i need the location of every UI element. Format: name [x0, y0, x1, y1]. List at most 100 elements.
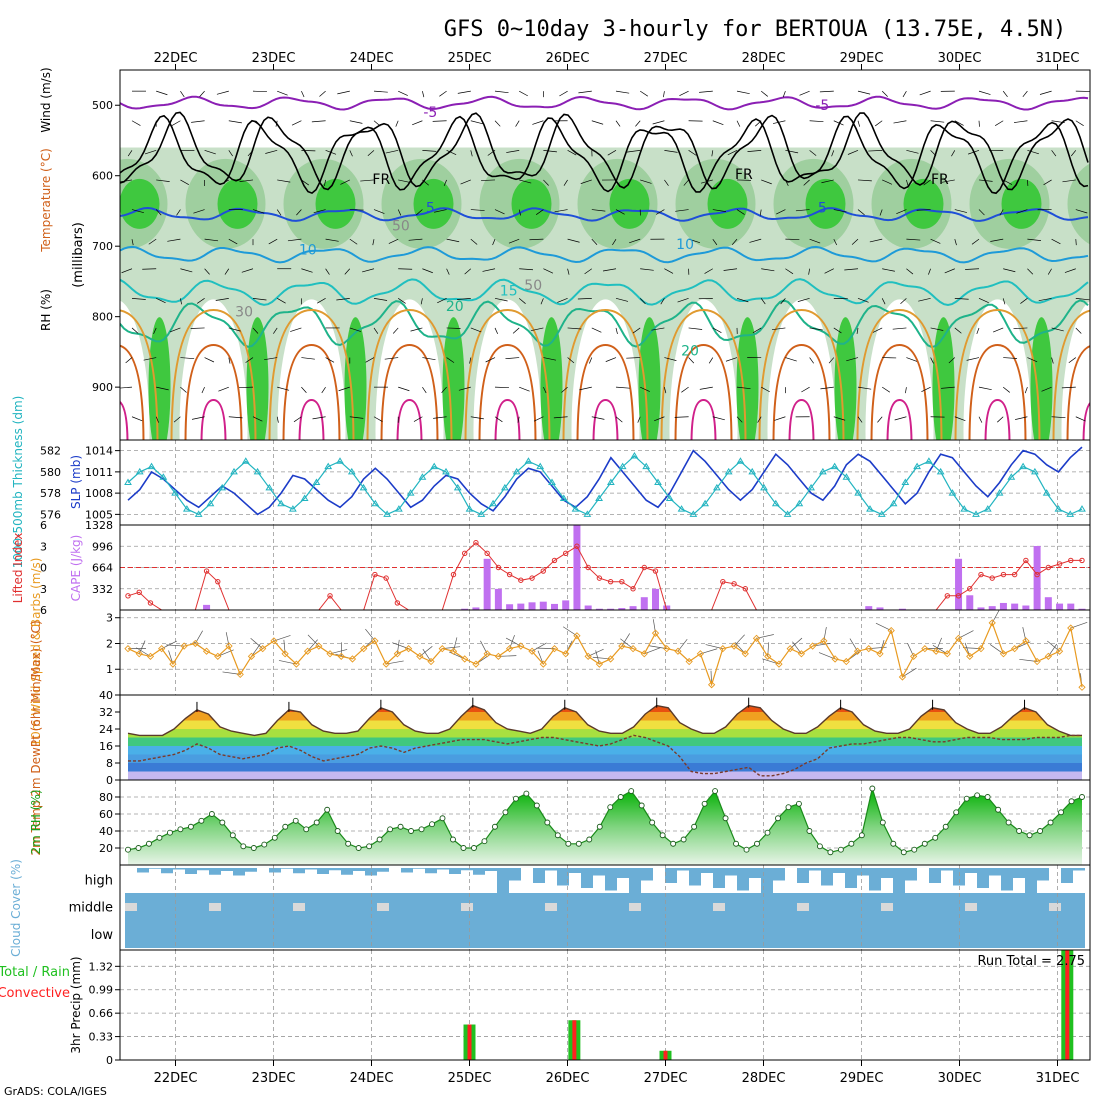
y-tick-label: 800 [92, 311, 113, 324]
wind-barb [893, 120, 907, 124]
wind-barb [470, 120, 483, 125]
wind-barb [833, 238, 838, 246]
wind-barb [228, 357, 231, 364]
wind-marker [461, 655, 469, 663]
rh-marker [764, 829, 771, 836]
cloud-mid-cell [317, 893, 329, 948]
rh-moist-core [315, 178, 356, 229]
wind-barb [301, 386, 307, 393]
temp-line [127, 704, 1082, 737]
cloud-high-cell [953, 868, 965, 886]
wind-barb [833, 120, 844, 126]
wind-barb [612, 238, 617, 246]
rh-marker [198, 817, 205, 824]
cape-tick-label: 996 [92, 540, 113, 553]
wind-barb [1075, 297, 1090, 301]
wind-marker [853, 647, 862, 655]
cloud-high-cell [905, 868, 917, 881]
wind-barb [1051, 238, 1061, 245]
cape-bar [539, 601, 547, 610]
wind-barb [762, 658, 780, 665]
run-total-label: Run Total = 2.75 [977, 954, 1085, 969]
li-marker [641, 564, 647, 571]
wind-barb [780, 298, 786, 305]
wind-barb [336, 297, 350, 301]
wind-barb [589, 357, 593, 364]
rh-moist-column [834, 317, 857, 440]
wind-barb [906, 238, 921, 241]
cloud-mid-cell [233, 893, 245, 948]
contour-label: 10 [299, 243, 317, 259]
cloud-mid-cell [293, 893, 305, 948]
wind-marker [270, 637, 278, 645]
thickness-marker [548, 478, 556, 485]
wind-barb [607, 150, 617, 156]
rh-marker [125, 846, 131, 853]
wind-barb [156, 179, 170, 182]
cloud-mid-cell [953, 893, 965, 948]
cloud-high-cell [809, 868, 821, 871]
day-label-top: 27DEC [644, 51, 688, 66]
temp-band [128, 737, 1082, 746]
precip-ylabel: 3hr Precip (mm) [69, 956, 83, 1053]
slp-tick-label: 1005 [85, 508, 113, 521]
wind-barb [239, 179, 254, 182]
cloud-high-cell [677, 868, 689, 871]
wind-barb [460, 179, 471, 185]
warm-contour [886, 398, 913, 440]
wind-barb [1051, 120, 1065, 124]
thickness-marker [595, 494, 603, 501]
wind-marker [326, 650, 334, 658]
cloud-high-cell [749, 868, 761, 878]
wind-marker [999, 650, 1008, 658]
wind-barb [712, 209, 727, 212]
thickness-marker [1066, 510, 1075, 517]
rh-moist-column [344, 317, 367, 440]
wind-barb [1027, 268, 1034, 275]
rh-moist-core [511, 178, 552, 229]
wind-marker [124, 644, 132, 653]
rh-marker [628, 788, 635, 794]
wind-marker [685, 657, 693, 666]
cloud-high-cell [377, 868, 389, 872]
wind-barb [494, 90, 509, 94]
li-marker [484, 550, 490, 557]
cloud-mid-cell [209, 893, 221, 948]
temp-bands [128, 705, 1082, 780]
rh-marker [135, 845, 142, 851]
li-marker [215, 578, 221, 585]
wind-barb [785, 149, 799, 154]
wind-barb [928, 268, 931, 275]
cloud-high-cell [197, 868, 209, 871]
wind-barb [312, 416, 326, 420]
thickness-marker [524, 457, 533, 464]
wind-barb [771, 327, 786, 331]
wind-barb [712, 120, 724, 126]
wind-barb [191, 416, 205, 420]
thickness-marker [230, 467, 238, 475]
wind-barb [978, 209, 985, 216]
wind-barb [892, 327, 907, 330]
wind-barb [930, 238, 941, 244]
thickness-marker [359, 483, 368, 491]
cloud-mid-cell [665, 893, 677, 948]
wind-barb [809, 357, 814, 364]
cloud-high-cell [173, 868, 185, 870]
rh-marker [502, 809, 509, 816]
wind-barb [833, 327, 842, 334]
wind-barb [776, 209, 786, 215]
rh-dry-dome [277, 299, 346, 440]
cloud-mid-cell [701, 893, 713, 948]
warm-contour [200, 398, 227, 440]
cloud-high-cell [1073, 868, 1085, 871]
panel-temp: 0 8 16 24 32 40 2m Temp 2m DewPt (6hr Min/Max)… [29, 620, 1091, 856]
rh-label: RH (%) [39, 289, 53, 331]
warm-contour [396, 398, 423, 440]
wind-barb [554, 209, 568, 213]
cloud-mid-cell [269, 893, 281, 948]
rh-marker [544, 819, 551, 826]
cloud-high-cell [1037, 868, 1049, 881]
rh-marker [607, 804, 614, 811]
rh-moist-core [609, 178, 650, 229]
rh-marker [816, 843, 823, 850]
